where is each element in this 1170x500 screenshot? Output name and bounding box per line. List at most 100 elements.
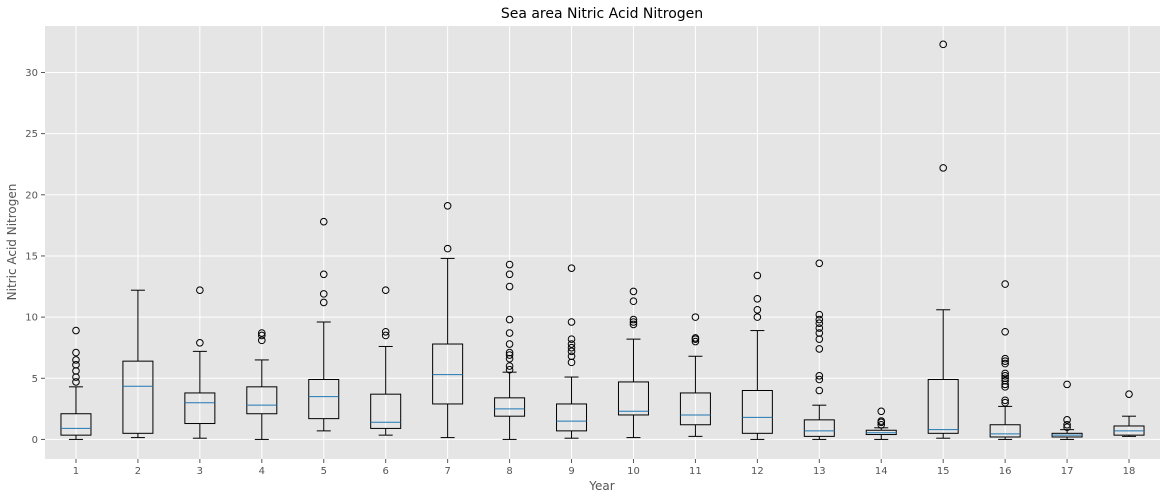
chart-title: Sea area Nitric Acid Nitrogen [501, 6, 703, 22]
x-tick-label: 13 [813, 466, 826, 477]
outlier-point [567, 340, 576, 348]
x-tick-label: 5 [321, 466, 327, 477]
outlier-point [753, 305, 762, 314]
box-iqr [556, 403, 588, 432]
outlier-point [567, 347, 576, 356]
y-tick-label: 0 [32, 435, 38, 446]
outlier-point [258, 336, 266, 345]
outlier-point [505, 362, 514, 370]
y-tick-label: 10 [25, 313, 38, 324]
x-tick-label: 6 [383, 466, 389, 477]
box-group-11 [679, 313, 711, 437]
x-axis-ticks: 1 2 3 4 5 6 7 8 9 10 11 12 13 14 15 16 17 18 [73, 459, 1136, 477]
outlier-point [815, 372, 824, 380]
outlier-point [1001, 280, 1009, 288]
x-tick-label: 14 [875, 466, 888, 477]
outlier-point [505, 270, 514, 279]
box-iqr [370, 393, 402, 429]
box-group-1 [60, 326, 92, 440]
x-axis-label: Year [588, 479, 614, 493]
outlier-point [1001, 396, 1009, 405]
outlier-point [939, 164, 947, 172]
outlier-point [72, 356, 80, 364]
box-group-10 [617, 287, 649, 439]
box-group-12 [741, 271, 773, 440]
y-tick-label: 25 [25, 129, 38, 140]
outlier-point [629, 297, 638, 306]
box-group-4 [246, 329, 278, 440]
outlier-point [753, 294, 762, 303]
y-axis-ticks: 0 5 10 15 20 25 30 [25, 68, 45, 446]
box-iqr [184, 392, 216, 425]
outlier-point [815, 319, 824, 328]
outlier-point [629, 315, 638, 324]
outlier-point [815, 324, 824, 332]
outlier-point [753, 313, 762, 321]
outlier-point [505, 282, 514, 291]
y-tick-label: 30 [25, 68, 38, 79]
box-group-13 [803, 259, 835, 440]
x-tick-label: 7 [444, 466, 450, 477]
outlier-point [1001, 374, 1009, 383]
outlier-point [319, 217, 328, 226]
grid-lines [45, 26, 1160, 459]
outlier-point [1063, 423, 1071, 431]
outlier-point [319, 298, 328, 307]
outlier-point [443, 202, 452, 210]
outlier-point [629, 318, 638, 326]
outlier-point [258, 331, 266, 340]
outlier-point [1001, 359, 1009, 368]
box-iqr [308, 378, 340, 420]
outlier-point [1063, 380, 1071, 389]
outlier-point [72, 326, 80, 335]
box-iqr [679, 392, 711, 426]
x-tick-label: 4 [259, 466, 265, 477]
x-tick-label: 18 [1123, 466, 1136, 477]
box-group-15 [927, 40, 959, 439]
outlier-point [691, 337, 700, 346]
outlier-point [72, 348, 80, 357]
boxes [60, 40, 1145, 440]
outlier-point [877, 407, 886, 416]
outlier-point [753, 271, 762, 280]
box-iqr [494, 397, 526, 417]
outlier-point [1125, 390, 1133, 398]
x-tick-label: 12 [751, 466, 764, 477]
box-group-6 [370, 286, 402, 436]
outlier-point [1001, 398, 1009, 407]
outlier-point [815, 386, 824, 395]
outlier-point [505, 348, 514, 357]
outlier-point [505, 315, 514, 324]
outlier-point [877, 417, 886, 425]
y-axis-label: Nitric Acid Nitrogen [5, 184, 19, 301]
y-tick-label: 20 [25, 190, 38, 201]
box-group-14 [865, 407, 897, 440]
outlier-point [443, 244, 452, 253]
outlier-point [505, 365, 514, 374]
outlier-point [1001, 327, 1009, 336]
outlier-point [691, 313, 700, 321]
x-tick-label: 9 [568, 466, 574, 477]
outlier-point [815, 329, 824, 337]
box-group-9 [556, 264, 588, 439]
x-tick-label: 8 [506, 466, 512, 477]
box-iqr [432, 343, 464, 405]
outlier-point [567, 318, 576, 326]
y-tick-label: 15 [25, 251, 38, 262]
x-tick-label: 1 [73, 466, 79, 477]
outlier-point [72, 378, 80, 386]
box-group-5 [308, 217, 340, 432]
outlier-point [196, 338, 204, 347]
box-iqr [803, 419, 835, 437]
outlier-point [815, 375, 824, 384]
outlier-point [1001, 369, 1009, 378]
outlier-point [567, 343, 576, 352]
box-iqr [741, 390, 773, 434]
x-tick-label: 11 [689, 466, 702, 477]
outlier-point [505, 340, 514, 348]
outlier-point [815, 310, 824, 319]
x-tick-label: 3 [197, 466, 203, 477]
box-iqr [246, 386, 278, 415]
outlier-point [1001, 357, 1009, 365]
